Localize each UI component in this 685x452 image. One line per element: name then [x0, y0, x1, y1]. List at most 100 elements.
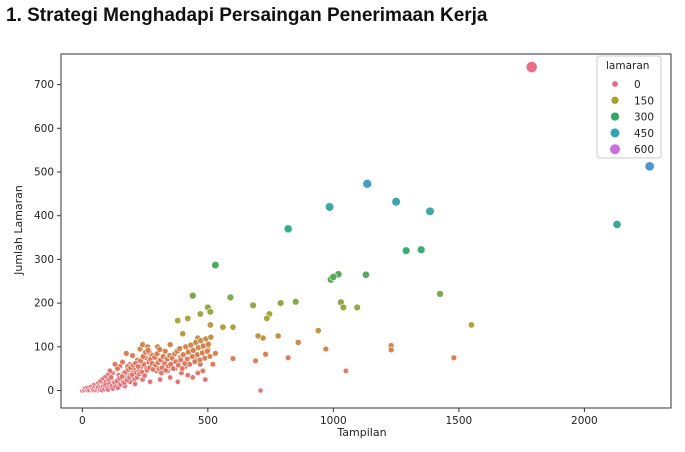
scatter-point: [362, 178, 373, 189]
scatter-point: [179, 330, 187, 338]
scatter-point: [199, 367, 206, 374]
scatter-point: [174, 378, 181, 385]
y-tick-label: 600: [34, 123, 54, 135]
legend-marker: [610, 96, 620, 105]
scatter-point: [190, 347, 197, 354]
scatter-point: [401, 246, 411, 255]
scatter-point: [219, 323, 227, 331]
scatter-point: [204, 347, 211, 355]
y-tick-label: 200: [34, 298, 54, 310]
x-tick-label: 1000: [320, 415, 347, 427]
scatter-point: [189, 291, 197, 300]
scatter-point: [157, 376, 164, 383]
scatter-point: [174, 317, 182, 325]
scatter-point: [450, 354, 458, 361]
scatter-point: [254, 332, 262, 340]
legend-label: 450: [634, 128, 654, 140]
scatter-point: [283, 224, 293, 234]
scatter-point: [144, 347, 152, 354]
scatter-point: [205, 340, 212, 348]
scatter-point: [322, 345, 330, 353]
scatter-point: [194, 369, 201, 377]
scatter-point: [184, 372, 191, 379]
scatter-point: [206, 308, 214, 316]
scatter-point: [180, 351, 187, 358]
scatter-point: [314, 327, 322, 335]
scatter-point: [111, 361, 119, 368]
legend-marker: [609, 127, 621, 138]
legend-label: 150: [634, 95, 654, 107]
scatter-point: [262, 351, 269, 358]
scatter-point: [207, 333, 215, 341]
scatter-point: [196, 310, 204, 318]
scatter-point: [186, 361, 193, 368]
scatter-point: [263, 314, 271, 322]
scatter-chart: 0 500 1000 1500 2000 0 100 200 300 400 500 600 700 l…: [0, 40, 685, 447]
scatter-point: [175, 362, 182, 369]
x-tick-label: 0: [79, 415, 86, 427]
scatter-point: [184, 314, 192, 322]
scatter-point: [467, 321, 475, 329]
scatter-point: [108, 374, 115, 381]
x-tick-label: 2000: [571, 415, 598, 427]
scatter-point: [176, 345, 184, 352]
scatter-point: [525, 61, 538, 74]
y-tick-label: 500: [34, 167, 54, 179]
scatter-point: [206, 321, 214, 329]
scatter-point: [294, 339, 302, 346]
legend-label: 600: [634, 144, 654, 156]
scatter-point: [324, 202, 335, 212]
x-axis-label: Tampilan: [336, 426, 386, 439]
scatter-point: [166, 341, 174, 348]
y-tick-label: 700: [34, 79, 54, 91]
legend-marker: [611, 80, 619, 88]
scatter-point: [436, 290, 444, 298]
scatter-point: [612, 220, 622, 229]
scatter-point: [425, 206, 435, 216]
legend-title: lamaran: [606, 60, 649, 72]
y-tick-label: 400: [34, 210, 54, 222]
scatter-point: [212, 350, 219, 357]
scatter-point: [177, 356, 184, 364]
scatter-point: [257, 387, 264, 394]
page-title: 1. Strategi Menghadapi Persaingan Peneri…: [6, 5, 488, 26]
scatter-point: [353, 303, 361, 312]
y-tick-label: 100: [34, 341, 54, 353]
scatter-point: [167, 374, 174, 381]
scatter-point: [329, 272, 338, 281]
scatter-point: [387, 346, 395, 354]
scatter-point: [644, 161, 655, 172]
scatter-point: [156, 346, 163, 353]
legend-label: 300: [634, 112, 654, 124]
scatter-point: [141, 372, 148, 379]
x-tick-label: 1500: [446, 415, 473, 427]
legend-marker: [609, 143, 621, 155]
scatter-point: [211, 261, 220, 270]
scatter-point: [362, 270, 370, 279]
scatter-point: [209, 361, 217, 368]
legend-marker: [610, 111, 620, 122]
scatter-point: [184, 355, 191, 363]
scatter-point: [417, 245, 426, 254]
y-axis-label: Jumlah Lamaran: [12, 185, 25, 276]
scatter-point: [391, 197, 401, 207]
scatter-point: [229, 355, 237, 362]
scatter-point: [206, 353, 214, 360]
y-tick-label: 0: [47, 385, 54, 397]
scatter-point: [134, 363, 142, 370]
x-tick-label: 500: [198, 415, 218, 427]
scatter-point: [252, 357, 259, 364]
scatter-point: [276, 299, 285, 307]
scatter-point: [189, 374, 196, 381]
scatter-point: [249, 301, 257, 309]
scatter-point: [202, 376, 209, 383]
scatter-point: [226, 293, 235, 302]
scatter-point: [284, 354, 292, 361]
scatter-point: [274, 332, 282, 340]
scatter-point: [229, 323, 237, 331]
scatter-point: [170, 365, 177, 372]
chart-svg: 0 500 1000 1500 2000 0 100 200 300 400 500 600 700 l…: [12, 53, 672, 439]
scatter-point: [342, 367, 350, 374]
scatter-point: [291, 298, 300, 306]
scatter-point: [339, 303, 348, 312]
